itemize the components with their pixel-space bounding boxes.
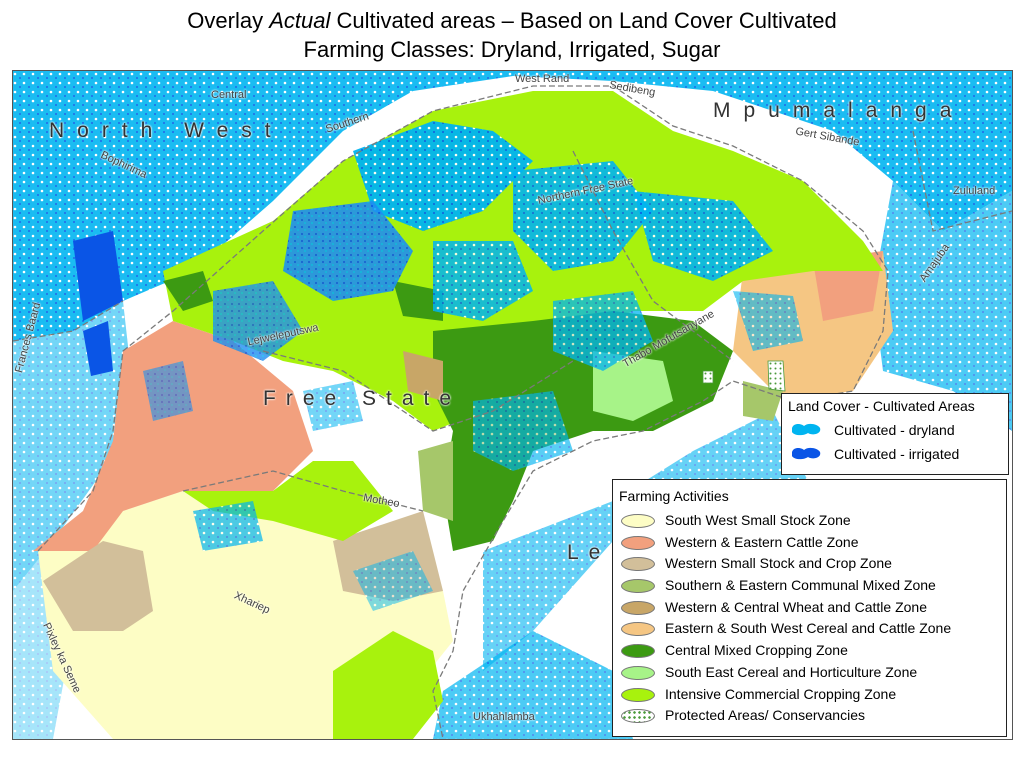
farming-activities-legend: Farming Activities South West Small Stoc… (612, 479, 1007, 737)
cereal-cattle-swatch (621, 622, 655, 637)
label-lesotho: Le (567, 541, 611, 564)
legend-item-small-stock-crop: Western Small Stock and Crop Zone (613, 553, 1006, 575)
legend-label-irrigated: Cultivated - irrigated (834, 446, 960, 462)
protected-areas-swatch (621, 709, 655, 724)
label-mpumalanga: Mpumalanga (713, 99, 965, 122)
cereal-horticulture-swatch (621, 665, 655, 680)
legend-item-sw-small-stock: South West Small Stock Zone (613, 510, 1006, 532)
title-line-2: Farming Classes: Dryland, Irrigated, Sug… (303, 37, 721, 62)
label-ukhahlamba: Ukhahlamba (473, 711, 535, 723)
legend-item-dryland: Cultivated - dryland (782, 418, 1008, 442)
cultivated-overlay (143, 121, 803, 611)
sw-small-stock-swatch (621, 514, 655, 528)
legend-label: Southern & Eastern Communal Mixed Zone (665, 577, 936, 594)
title-line-1: Overlay Actual Cultivated areas – Based … (187, 8, 837, 33)
land-cover-legend-title: Land Cover - Cultivated Areas (788, 398, 975, 414)
legend-label: Intensive Commercial Cropping Zone (665, 685, 897, 702)
cattle-zone-swatch (621, 535, 655, 550)
communal-mixed-swatch (621, 579, 655, 594)
farming-zones (33, 91, 893, 739)
legend-label: South West Small Stock Zone (665, 512, 851, 528)
label-zululand: Zululand (953, 185, 996, 197)
legend-label: Central Mixed Cropping Zone (665, 642, 848, 659)
dryland-swatch-icon (792, 423, 821, 436)
legend-item-cereal-cattle: Eastern & South West Cereal and Cattle Z… (613, 618, 1006, 640)
legend-item-cereal-horticulture: South East Cereal and Horticulture Zone (613, 662, 1006, 684)
land-cover-legend: Land Cover - Cultivated Areas Cultivated… (781, 393, 1009, 475)
legend-item-irrigated: Cultivated - irrigated (782, 442, 1008, 466)
legend-item-communal-mixed: Southern & Eastern Communal Mixed Zone (613, 575, 1006, 597)
map-title: Overlay Actual Cultivated areas – Based … (0, 6, 1024, 64)
legend-item-wheat-cattle: Western & Central Wheat and Cattle Zone (613, 597, 1006, 619)
wheat-cattle-swatch (621, 600, 655, 615)
irrigated-swatch-icon (792, 447, 821, 460)
map-graphic (13, 71, 1012, 739)
legend-item-cattle-zone: Western & Eastern Cattle Zone (613, 532, 1006, 554)
label-central: Central (211, 89, 247, 101)
small-stock-crop-swatch (621, 557, 655, 572)
map-canvas[interactable]: North West Mpumalanga Free State Le Cent… (12, 70, 1013, 740)
outside-cultivated (13, 71, 1012, 739)
legend-label: Western Small Stock and Crop Zone (665, 555, 892, 572)
legend-item-intensive-commercial: Intensive Commercial Cropping Zone (613, 684, 1006, 706)
district-boundaries (13, 85, 1012, 739)
legend-label: Western & Eastern Cattle Zone (665, 533, 859, 550)
label-free-state: Free State (263, 387, 462, 410)
legend-item-central-mixed: Central Mixed Cropping Zone (613, 640, 1006, 662)
central-mixed-swatch (621, 644, 655, 659)
legend-label: Western & Central Wheat and Cattle Zone (665, 598, 927, 615)
legend-item-protected-areas: Protected Areas/ Conservancies (613, 705, 1006, 727)
legend-label: South East Cereal and Horticulture Zone (665, 663, 918, 680)
intensive-commercial-swatch (621, 687, 655, 702)
legend-label: Protected Areas/ Conservancies (665, 707, 865, 724)
legend-label: Eastern & South West Cereal and Cattle Z… (665, 620, 952, 637)
label-north-west: North West (49, 119, 284, 142)
farming-legend-title: Farming Activities (619, 488, 729, 504)
label-west-rand: West Rand (515, 73, 570, 85)
legend-label-dryland: Cultivated - dryland (834, 422, 955, 438)
